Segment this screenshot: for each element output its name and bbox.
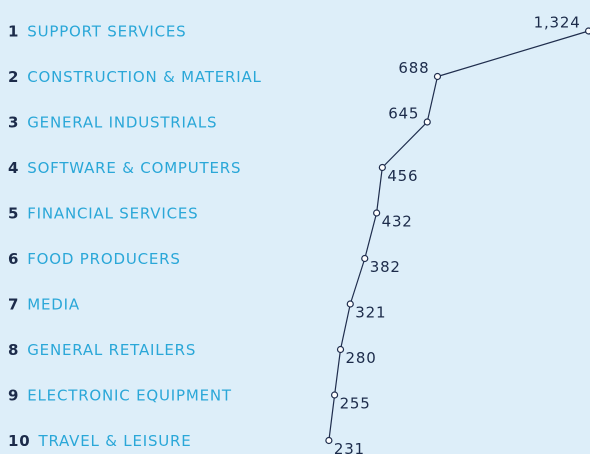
category-label: SUPPORT SERVICES [27, 23, 186, 41]
value-label: 645 [388, 105, 419, 123]
category-label: CONSTRUCTION & MATERIAL [27, 68, 261, 86]
category-label: TRAVEL & LEISURE [37, 432, 191, 450]
category-label: GENERAL RETAILERS [27, 341, 196, 359]
rank: 7 [8, 296, 19, 314]
category-label: FOOD PRODUCERS [27, 250, 180, 268]
category-label: ELECTRONIC EQUIPMENT [27, 387, 232, 405]
rank: 8 [8, 341, 19, 359]
value-label: 321 [355, 304, 386, 322]
value-label: 255 [340, 395, 371, 413]
category-label: MEDIA [27, 296, 80, 314]
value-label: 1,324 [534, 14, 581, 32]
point [423, 118, 431, 126]
value-label: 231 [334, 440, 365, 454]
rank: 4 [8, 159, 19, 177]
value-label: 432 [382, 213, 413, 231]
category-label: GENERAL INDUSTRIALS [27, 114, 217, 132]
point [378, 163, 386, 172]
value-label: 382 [370, 258, 401, 276]
point [433, 72, 442, 81]
point [346, 300, 354, 308]
point [330, 391, 339, 399]
rank: 6 [8, 250, 19, 268]
value-label: 688 [398, 59, 429, 77]
rank: 3 [8, 114, 19, 132]
line [328, 30, 589, 441]
rank: 1 [8, 23, 19, 41]
rank: 2 [8, 68, 19, 86]
value-label: 456 [387, 167, 418, 185]
point [361, 254, 369, 263]
category-label: FINANCIAL SERVICES [27, 205, 198, 223]
rank: 5 [8, 205, 19, 223]
point [584, 27, 590, 35]
value-label: 280 [346, 349, 377, 367]
rank: 10 [8, 432, 30, 450]
rank: 9 [8, 387, 19, 405]
category-label: SOFTWARE & COMPUTERS [27, 159, 241, 177]
point [336, 345, 345, 354]
point [325, 436, 333, 445]
point [373, 209, 381, 217]
